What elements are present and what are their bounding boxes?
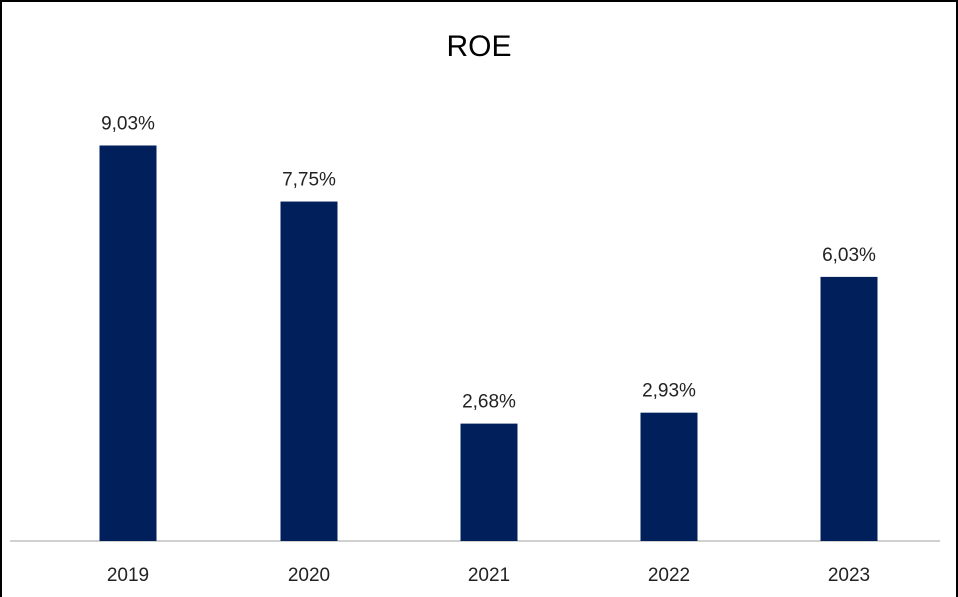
x-tick-label-2023: 2023 bbox=[828, 565, 870, 586]
data-label-2019: 9,03% bbox=[101, 113, 155, 134]
bar-2022 bbox=[640, 412, 698, 541]
bar-2019 bbox=[99, 145, 157, 541]
data-label-2023: 6,03% bbox=[822, 245, 876, 266]
data-label-2021: 2,68% bbox=[462, 392, 516, 413]
x-tick-label-2021: 2021 bbox=[468, 565, 510, 586]
bar-2021 bbox=[460, 423, 518, 541]
data-label-2022: 2,93% bbox=[642, 381, 696, 402]
x-tick-label-2022: 2022 bbox=[648, 565, 690, 586]
chart-title: ROE bbox=[446, 30, 512, 63]
data-label-2020: 7,75% bbox=[282, 170, 336, 191]
bar-2020 bbox=[280, 201, 338, 542]
bar-2023 bbox=[820, 276, 878, 541]
x-tick-label-2020: 2020 bbox=[288, 565, 330, 586]
x-tick-label-2019: 2019 bbox=[107, 565, 149, 586]
